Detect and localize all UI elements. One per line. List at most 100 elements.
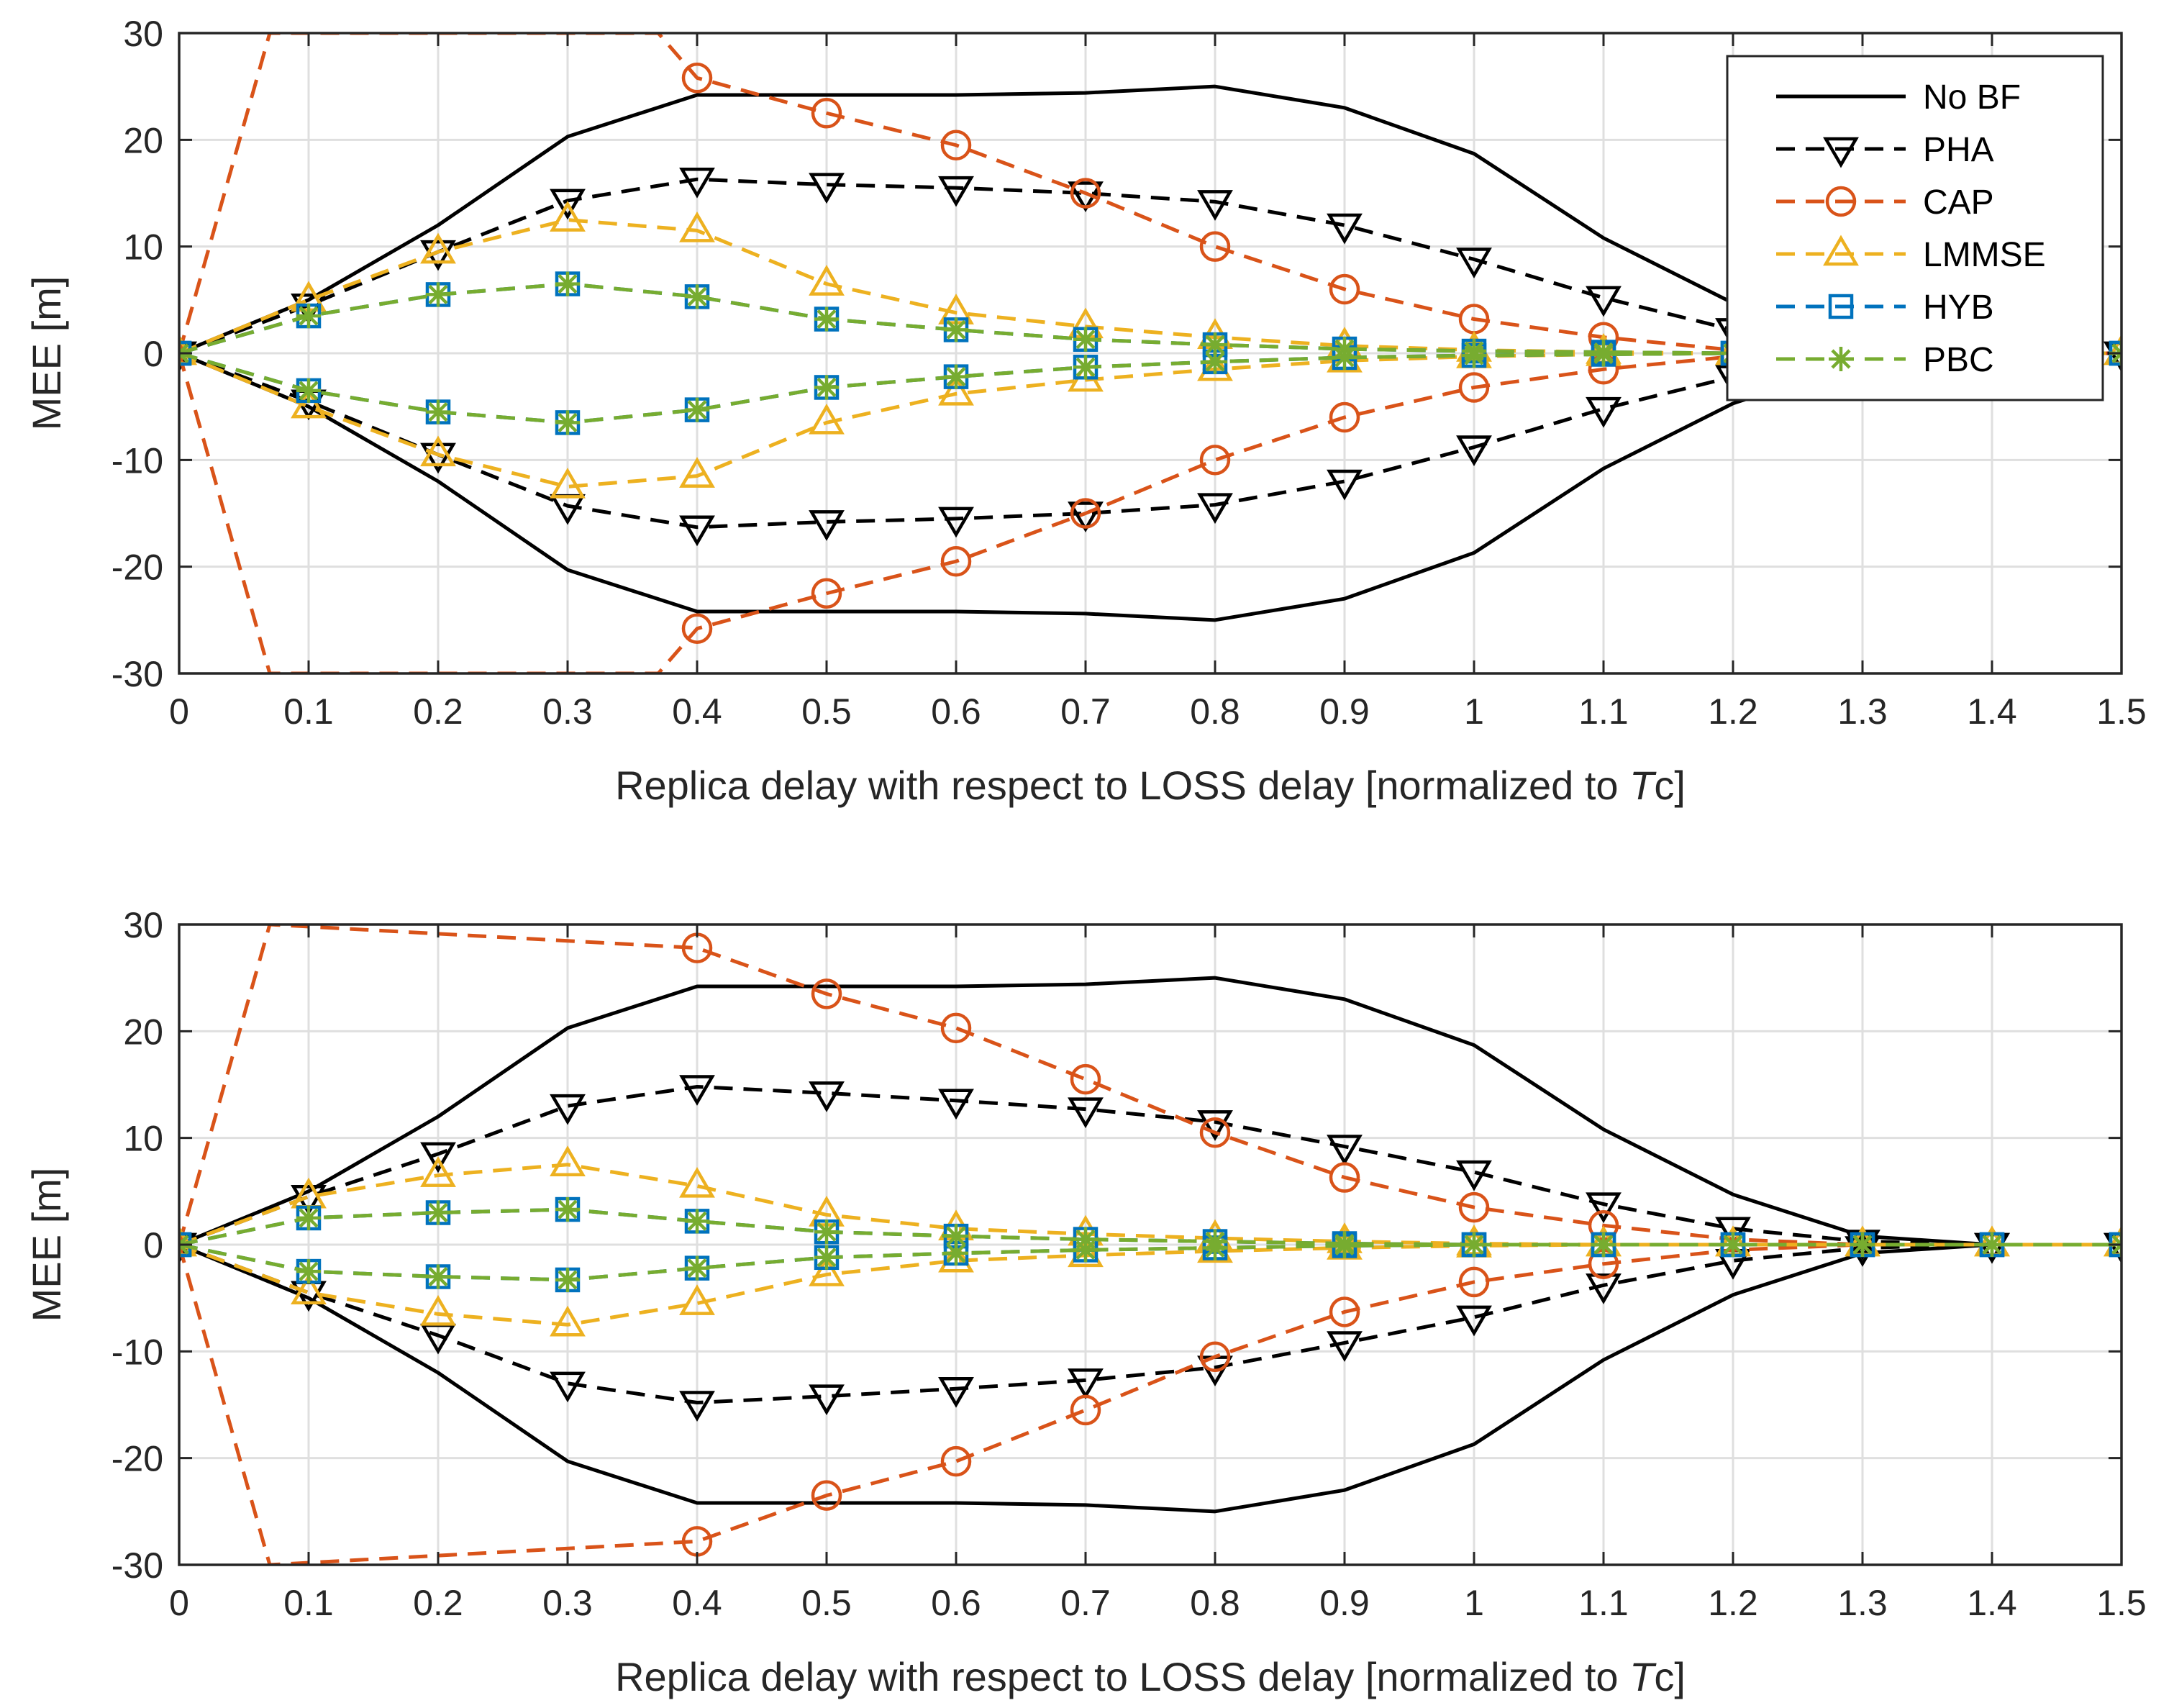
x-tick-label: 1.3 <box>1837 691 1888 732</box>
x-tick-label: 1.2 <box>1708 691 1758 732</box>
data-point-cap <box>1070 1394 1101 1426</box>
data-point-cap <box>940 1445 972 1477</box>
x-tick-label: 0.2 <box>413 1583 463 1623</box>
y-tick-label: -30 <box>112 1545 163 1586</box>
data-point-cap <box>940 1012 972 1044</box>
x-axis-label: Replica delay with respect to LOSS delay… <box>615 1654 1686 1699</box>
data-point-pbc <box>555 1267 580 1292</box>
data-point-pbc <box>1850 1232 1875 1257</box>
data-point-lmmse <box>2103 1225 2121 1257</box>
ticks <box>178 923 2123 1566</box>
data-point-cap <box>1070 1063 1101 1095</box>
data-point-pbc <box>1591 342 1616 367</box>
data-point-cap <box>1329 273 1360 305</box>
data-point-lmmse <box>1068 1236 1104 1268</box>
data-point-pha <box>1456 247 1492 278</box>
data-point-pha <box>1327 1135 1363 1166</box>
data-point-pbc <box>685 1209 709 1234</box>
series-cap <box>179 33 2121 673</box>
data-point-pbc <box>685 397 709 422</box>
x-tick-label: 0.9 <box>1319 691 1370 732</box>
x-tick-label: 1.1 <box>1578 691 1629 732</box>
top-plot: 0 0.1 0.2 0.3 0.4 0.5 0.6 0.7 0.8 0.9 1 1.1 1.2 1.3 1.… <box>24 14 2147 808</box>
data-point-pha <box>1068 1097 1104 1129</box>
series-line-cap-lower <box>179 351 2121 673</box>
ticks <box>178 32 2123 675</box>
x-tick-label: 1.5 <box>2096 1583 2147 1623</box>
data-point-pha <box>1456 1160 1492 1191</box>
data-point-pbc <box>814 1219 839 1245</box>
data-point-pha <box>1327 213 1363 245</box>
data-point-lmmse <box>291 1273 327 1304</box>
data-point-lmmse <box>938 1241 974 1273</box>
x-axis-label-part: T <box>1629 1654 1657 1699</box>
series-line-no-bf-lower <box>179 1243 2121 1514</box>
data-point-pbc <box>1462 1232 1486 1257</box>
data-point-pha <box>938 1089 974 1120</box>
data-point-pbc <box>1332 1233 1357 1258</box>
data-point-cap <box>1070 178 1101 209</box>
data-point-pbc <box>555 410 580 435</box>
data-point-lmmse <box>550 1305 586 1337</box>
y-tick-label: -20 <box>112 1439 163 1479</box>
x-axis-label-part: Replica delay with respect to LOSS delay… <box>615 763 1629 808</box>
data-point-pbc <box>296 304 321 329</box>
x-tick-label: 0 <box>169 691 189 732</box>
legend-box <box>1726 55 2104 401</box>
data-point-pbc <box>1980 1232 2004 1257</box>
data-point-pha <box>809 1384 845 1416</box>
data-point-lmmse <box>809 265 845 296</box>
x-axis-label-part: c] <box>1654 1654 1686 1699</box>
series-line-pbc-lower <box>179 1243 2121 1282</box>
data-point-pbc <box>1073 1237 1098 1263</box>
data-point-cap <box>1199 445 1231 476</box>
data-point-cap <box>1458 1266 1490 1298</box>
data-point-lmmse <box>420 232 456 264</box>
x-tick-label: 1.4 <box>1967 1583 2017 1623</box>
data-point-pbc <box>1203 1235 1227 1260</box>
y-tick-label: -10 <box>112 440 163 481</box>
y-tick-label: 30 <box>123 905 163 945</box>
data-point-pha <box>679 1391 715 1422</box>
data-point-pbc <box>296 1205 321 1230</box>
legend-label-hyb: HYB <box>1923 289 1994 327</box>
data-point-cap <box>811 978 842 1009</box>
data-point-pha <box>938 176 974 207</box>
x-tick-label: 0.3 <box>542 1583 593 1623</box>
data-point-pbc <box>555 1197 580 1222</box>
legend-marker-cap <box>1825 186 1857 217</box>
data-point-pha <box>1715 1217 1751 1248</box>
data-point-pha <box>550 188 586 220</box>
legend-label-lmmse: LMMSE <box>1923 236 2046 274</box>
data-point-cap <box>681 613 713 644</box>
data-point-cap <box>811 578 842 609</box>
y-axis-label: MEE [m] <box>24 276 69 431</box>
data-point-cap <box>1070 498 1101 529</box>
data-point-pha <box>1456 435 1492 466</box>
data-point-pha <box>809 1081 845 1112</box>
data-point-lmmse <box>550 201 586 232</box>
data-point-lmmse <box>420 1294 456 1326</box>
data-point-lmmse <box>679 211 715 242</box>
y-tick-label: 20 <box>123 1012 163 1052</box>
data-point-cap <box>1199 231 1231 262</box>
data-point-lmmse <box>2103 334 2121 365</box>
y-tick-label: 20 <box>123 120 163 160</box>
data-point-pha <box>1068 1368 1104 1399</box>
bottom-plot: 0 0.1 0.2 0.3 0.4 0.5 0.6 0.7 0.8 0.9 1 1.1 1.2 1.3 1.… <box>24 905 2147 1699</box>
x-tick-label: 1.3 <box>1837 1583 1888 1623</box>
data-point-pbc <box>814 375 839 400</box>
x-tick-label: 1.1 <box>1578 1583 1629 1623</box>
data-point-pbc <box>1721 1232 1745 1257</box>
legend-marker-lmmse <box>1823 235 1859 266</box>
data-point-pha <box>2103 341 2121 373</box>
data-point-pbc <box>296 1259 321 1284</box>
series-line-pha-lower <box>179 1243 2121 1405</box>
data-point-cap <box>1458 1191 1490 1223</box>
data-point-pbc <box>814 306 839 332</box>
y-tick-label: -20 <box>112 548 163 588</box>
data-point-pha <box>420 1142 456 1173</box>
y-tick-label: -30 <box>112 654 163 694</box>
series-line-no-bf-upper <box>179 976 2121 1247</box>
x-axis-label-part: Replica delay with respect to LOSS delay… <box>615 1654 1629 1699</box>
